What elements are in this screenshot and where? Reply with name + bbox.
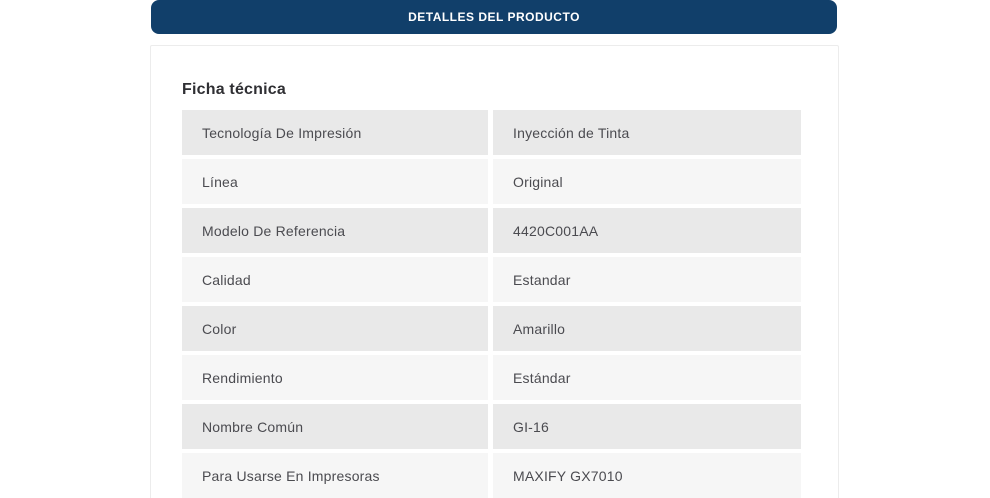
spec-card: Ficha técnica Tecnología De Impresión In… [150,45,839,498]
spec-value-cell: Inyección de Tinta [493,110,801,155]
spec-value-cell: Estándar [493,355,801,400]
table-row: Para Usarse En Impresoras MAXIFY GX7010 [182,453,801,498]
table-row: Rendimiento Estándar [182,355,801,400]
table-row: Color Amarillo [182,306,801,351]
spec-label-cell: Color [182,306,488,351]
spec-value-cell: 4420C001AA [493,208,801,253]
spec-label-cell: Modelo De Referencia [182,208,488,253]
spec-heading: Ficha técnica [182,81,286,98]
spec-value-cell: Amarillo [493,306,801,351]
spec-label-cell: Tecnología De Impresión [182,110,488,155]
spec-value-cell: GI-16 [493,404,801,449]
spec-label-cell: Línea [182,159,488,204]
table-row: Nombre Común GI-16 [182,404,801,449]
spec-value-cell: Original [493,159,801,204]
section-tab-label: DETALLES DEL PRODUCTO [408,10,580,24]
product-details-section-tab[interactable]: DETALLES DEL PRODUCTO [151,0,837,34]
spec-value-cell: Estandar [493,257,801,302]
spec-label-cell: Calidad [182,257,488,302]
spec-label-cell: Nombre Común [182,404,488,449]
spec-table: Tecnología De Impresión Inyección de Tin… [182,110,801,498]
spec-label-cell: Rendimiento [182,355,488,400]
table-row: Calidad Estandar [182,257,801,302]
table-row: Línea Original [182,159,801,204]
spec-value-cell: MAXIFY GX7010 [493,453,801,498]
spec-label-cell: Para Usarse En Impresoras [182,453,488,498]
table-row: Modelo De Referencia 4420C001AA [182,208,801,253]
table-row: Tecnología De Impresión Inyección de Tin… [182,110,801,155]
